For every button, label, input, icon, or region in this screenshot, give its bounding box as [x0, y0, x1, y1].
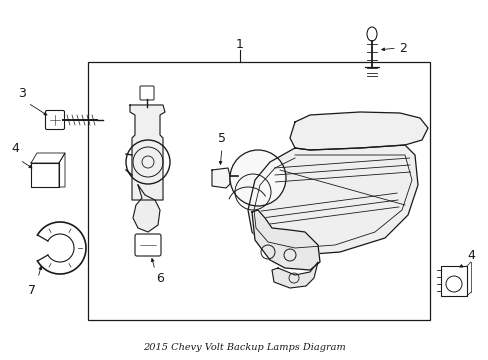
Bar [88, 62, 429, 320]
Text: 7: 7 [28, 284, 36, 297]
Text: 2015 Chevy Volt Backup Lamps Diagram: 2015 Chevy Volt Backup Lamps Diagram [142, 343, 345, 352]
Polygon shape [247, 145, 417, 255]
Text: 2: 2 [398, 41, 406, 54]
Text: 1: 1 [236, 39, 244, 51]
Text: 3: 3 [18, 87, 26, 100]
Polygon shape [251, 210, 319, 270]
Polygon shape [289, 112, 427, 150]
Text: 6: 6 [156, 272, 163, 285]
Circle shape [229, 150, 285, 206]
Bar [440, 266, 466, 296]
Text: 4: 4 [11, 142, 19, 155]
Text: 5: 5 [218, 132, 225, 145]
Text: 4: 4 [466, 249, 474, 262]
Polygon shape [271, 262, 317, 288]
Polygon shape [130, 105, 164, 200]
Bar [31, 163, 59, 187]
Polygon shape [212, 168, 229, 188]
Polygon shape [133, 185, 160, 232]
